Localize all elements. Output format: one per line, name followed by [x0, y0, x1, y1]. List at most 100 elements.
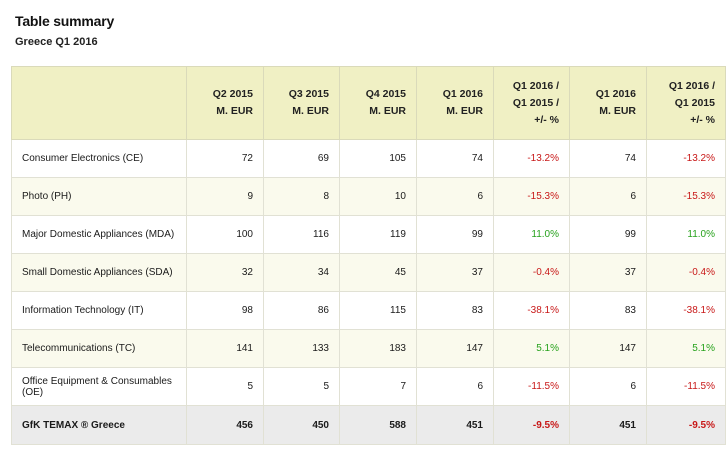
column-header-change-pct: Q1 2016 / Q1 2015 / +/- % — [493, 66, 570, 140]
cell-q3-2015: 133 — [263, 329, 340, 368]
header-line: Q3 2015 — [288, 88, 329, 100]
total-q2-2015: 456 — [186, 405, 264, 445]
cell-q2-2015: 98 — [186, 291, 264, 330]
cell-q1-2016: 83 — [416, 291, 494, 330]
cell-change-b: -15.3% — [646, 177, 726, 216]
cell-q2-2015: 72 — [186, 139, 264, 178]
header-line: Q1 2015 — [674, 96, 715, 109]
cell-q4-2015: 10 — [339, 177, 417, 216]
cell-change-b: 11.0% — [646, 215, 726, 254]
cell-q4-2015: 119 — [339, 215, 417, 254]
header-line: M. EUR — [599, 105, 636, 117]
table-row: Small Domestic Appliances (SDA) 32 34 45… — [11, 253, 726, 292]
cell-q1-2016-b: 6 — [569, 177, 647, 216]
cell-q2-2015: 9 — [186, 177, 264, 216]
header-line: M. EUR — [216, 105, 253, 117]
total-change-b: -9.5% — [646, 405, 726, 445]
cell-q1-2016: 37 — [416, 253, 494, 292]
header-line: +/- % — [534, 113, 559, 126]
cell-change-b: -11.5% — [646, 367, 726, 406]
row-label: Small Domestic Appliances (SDA) — [11, 253, 187, 292]
table-row: Major Domestic Appliances (MDA) 100 116 … — [11, 215, 726, 254]
cell-q3-2015: 69 — [263, 139, 340, 178]
row-label: Major Domestic Appliances (MDA) — [11, 215, 187, 254]
cell-q1-2016: 6 — [416, 177, 494, 216]
cell-q4-2015: 105 — [339, 139, 417, 178]
page-title: Table summary — [15, 13, 115, 29]
cell-q1-2016-b: 74 — [569, 139, 647, 178]
page-subtitle: Greece Q1 2016 — [15, 36, 98, 48]
table-row: Telecommunications (TC) 141 133 183 147 … — [11, 329, 726, 368]
cell-change-b: -38.1% — [646, 291, 726, 330]
table-row: Office Equipment & Consumables (OE) 5 5 … — [11, 367, 726, 406]
cell-change: 11.0% — [493, 215, 570, 254]
cell-change: -13.2% — [493, 139, 570, 178]
column-header-change-pct-b: Q1 2016 / Q1 2015 +/- % — [646, 66, 726, 140]
table-header-row: Q2 2015 M. EUR Q3 2015 M. EUR Q4 2015 M.… — [11, 66, 726, 140]
cell-q1-2016-b: 83 — [569, 291, 647, 330]
column-header-category — [11, 66, 187, 140]
cell-q4-2015: 115 — [339, 291, 417, 330]
cell-change-b: -0.4% — [646, 253, 726, 292]
cell-q2-2015: 100 — [186, 215, 264, 254]
header-line: Q4 2015 — [365, 88, 406, 100]
header-line: Q1 2015 / — [512, 96, 559, 109]
row-label: Information Technology (IT) — [11, 291, 187, 330]
total-q4-2015: 588 — [339, 405, 417, 445]
header-line: Q1 2016 — [442, 88, 483, 100]
cell-q2-2015: 141 — [186, 329, 264, 368]
row-label: Office Equipment & Consumables (OE) — [11, 367, 187, 406]
cell-change: 5.1% — [493, 329, 570, 368]
cell-q3-2015: 116 — [263, 215, 340, 254]
header-line: +/- % — [690, 113, 715, 126]
cell-change-b: -13.2% — [646, 139, 726, 178]
header-line: Q1 2016 / — [668, 79, 715, 92]
cell-change: -38.1% — [493, 291, 570, 330]
header-line: Q1 2016 — [595, 88, 636, 100]
cell-q1-2016-b: 37 — [569, 253, 647, 292]
cell-q3-2015: 5 — [263, 367, 340, 406]
cell-q1-2016-b: 99 — [569, 215, 647, 254]
table-row: Information Technology (IT) 98 86 115 83… — [11, 291, 726, 330]
total-q1-2016-b: 451 — [569, 405, 647, 445]
cell-q4-2015: 45 — [339, 253, 417, 292]
total-q3-2015: 450 — [263, 405, 340, 445]
cell-q4-2015: 183 — [339, 329, 417, 368]
header-line: M. EUR — [369, 105, 406, 117]
total-q1-2016: 451 — [416, 405, 494, 445]
total-change: -9.5% — [493, 405, 570, 445]
header-line: M. EUR — [292, 105, 329, 117]
row-label: Consumer Electronics (CE) — [11, 139, 187, 178]
row-label: Telecommunications (TC) — [11, 329, 187, 368]
cell-q2-2015: 5 — [186, 367, 264, 406]
cell-q3-2015: 8 — [263, 177, 340, 216]
total-label: GfK TEMAX ® Greece — [11, 405, 187, 445]
column-header-q1-2016-b: Q1 2016 M. EUR — [569, 66, 647, 140]
header-line: Q2 2015 — [212, 88, 253, 100]
cell-change: -0.4% — [493, 253, 570, 292]
cell-q3-2015: 34 — [263, 253, 340, 292]
cell-change: -15.3% — [493, 177, 570, 216]
cell-q1-2016-b: 6 — [569, 367, 647, 406]
cell-q1-2016: 147 — [416, 329, 494, 368]
cell-q3-2015: 86 — [263, 291, 340, 330]
summary-table: Q2 2015 M. EUR Q3 2015 M. EUR Q4 2015 M.… — [11, 66, 726, 445]
cell-q1-2016-b: 147 — [569, 329, 647, 368]
column-header-q3-2015: Q3 2015 M. EUR — [263, 66, 340, 140]
table-row: Consumer Electronics (CE) 72 69 105 74 -… — [11, 139, 726, 178]
header-line: M. EUR — [446, 105, 483, 117]
row-label: Photo (PH) — [11, 177, 187, 216]
header-line: Q1 2016 / — [512, 79, 559, 92]
cell-q2-2015: 32 — [186, 253, 264, 292]
cell-change-b: 5.1% — [646, 329, 726, 368]
cell-change: -11.5% — [493, 367, 570, 406]
cell-q1-2016: 74 — [416, 139, 494, 178]
cell-q1-2016: 99 — [416, 215, 494, 254]
column-header-q1-2016: Q1 2016 M. EUR — [416, 66, 494, 140]
total-row: GfK TEMAX ® Greece 456 450 588 451 -9.5%… — [11, 405, 726, 445]
column-header-q4-2015: Q4 2015 M. EUR — [339, 66, 417, 140]
table-row: Photo (PH) 9 8 10 6 -15.3% 6 -15.3% — [11, 177, 726, 216]
cell-q4-2015: 7 — [339, 367, 417, 406]
column-header-q2-2015: Q2 2015 M. EUR — [186, 66, 264, 140]
cell-q1-2016: 6 — [416, 367, 494, 406]
